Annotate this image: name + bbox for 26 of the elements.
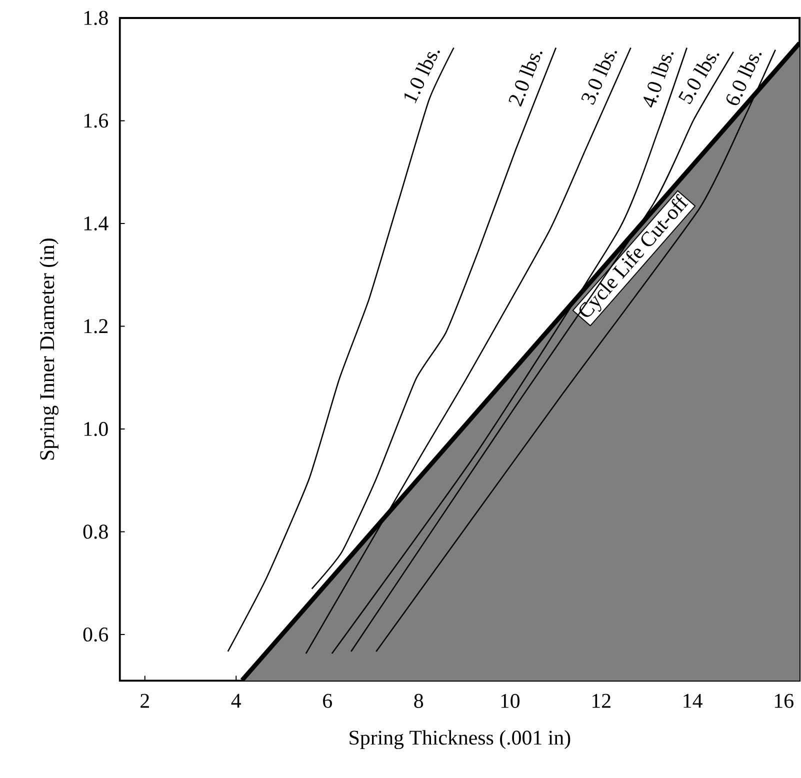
text: 4.0 lbs. — [644, 52, 674, 108]
y-tick-label: 1.6 — [84, 114, 108, 128]
x-tick-label: 14 — [684, 694, 702, 708]
line-series — [227, 47, 454, 652]
y-tick-label: 0.6 — [83, 628, 108, 642]
y-tick-label: 1.8 — [84, 11, 108, 26]
text: 5.0 lbs. — [678, 54, 720, 104]
x-tick-label: 16 — [774, 694, 794, 708]
text: 3.0 lbs. — [581, 51, 618, 106]
x-tick-label: 2 — [140, 694, 149, 708]
x-tick-label: 10 — [501, 694, 520, 708]
x-tick-label: 4 — [231, 694, 242, 708]
x-tick-label: 8 — [414, 694, 424, 708]
y-tick-label: 1.0 — [84, 422, 108, 436]
text: 6.0 lbs. — [726, 53, 762, 106]
y-tick-label: 1.2 — [84, 319, 108, 334]
y-axis-title: Spring Inner Diameter (in) — [39, 238, 58, 460]
text: 1.0 lbs. — [404, 50, 440, 104]
x-tick-label: 6 — [323, 694, 332, 708]
x-tick-label: 12 — [592, 694, 610, 708]
line-series — [311, 47, 557, 590]
x-axis-title: Spring Thickness (.001 in) — [350, 730, 570, 750]
y-tick-label: 0.8 — [83, 524, 108, 540]
line-series — [376, 49, 776, 652]
text: 2.0 lbs. — [508, 52, 542, 107]
y-tick-label: 1.4 — [84, 216, 108, 231]
